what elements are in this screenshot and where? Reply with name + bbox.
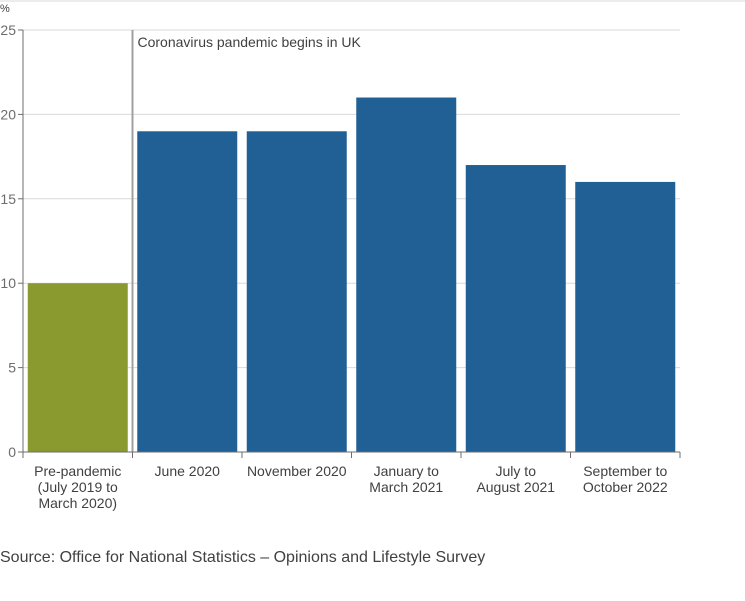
- category-label-line: (July 2019 to: [38, 479, 118, 495]
- category-label-1: June 2020: [155, 463, 221, 479]
- category-label-line: September to: [583, 463, 667, 479]
- y-tick-label: 20: [0, 106, 16, 122]
- y-tick-label: 0: [8, 444, 16, 460]
- y-tick-label: 25: [0, 22, 16, 38]
- y-tick-label: 15: [0, 191, 16, 207]
- category-label-line: January to: [374, 463, 440, 479]
- category-label-line: August 2021: [476, 479, 555, 495]
- pandemic-annotation: Coronavirus pandemic begins in UK: [138, 34, 362, 50]
- category-label-0: Pre-pandemic (July 2019 to March 2020): [34, 463, 121, 511]
- annotation: Coronavirus pandemic begins in UK: [131, 30, 362, 452]
- bar-1: [137, 131, 238, 452]
- y-axis-unit: %: [0, 3, 10, 15]
- category-label-line: March 2020): [38, 495, 117, 511]
- bar-2: [246, 131, 347, 452]
- category-label-line: July to: [496, 463, 537, 479]
- category-label-3: January to March 2021: [369, 463, 443, 495]
- category-label-5: September to October 2022: [583, 463, 668, 495]
- source-note: Source: Office for National Statistics –…: [0, 549, 486, 566]
- category-label-line: March 2021: [369, 479, 443, 495]
- bars: [27, 97, 676, 453]
- bar-0: [27, 283, 128, 452]
- category-label-2: November 2020: [247, 463, 347, 479]
- x-axis: [0, 0, 745, 458]
- category-label-line: October 2022: [583, 479, 668, 495]
- bar-5: [575, 181, 676, 453]
- category-label-line: November 2020: [247, 463, 347, 479]
- y-tick-label: 10: [0, 275, 16, 291]
- y-tick-label: 5: [8, 360, 16, 376]
- category-label-line: Pre-pandemic: [34, 463, 121, 479]
- category-label-line: June 2020: [155, 463, 221, 479]
- bar-4: [465, 165, 566, 453]
- category-label-4: July to August 2021: [476, 463, 555, 495]
- x-axis-labels: Pre-pandemic (July 2019 to March 2020) June…: [34, 463, 668, 511]
- y-axis-ticks: 0 5 10 15 20 25: [0, 22, 23, 460]
- bar-3: [356, 97, 457, 453]
